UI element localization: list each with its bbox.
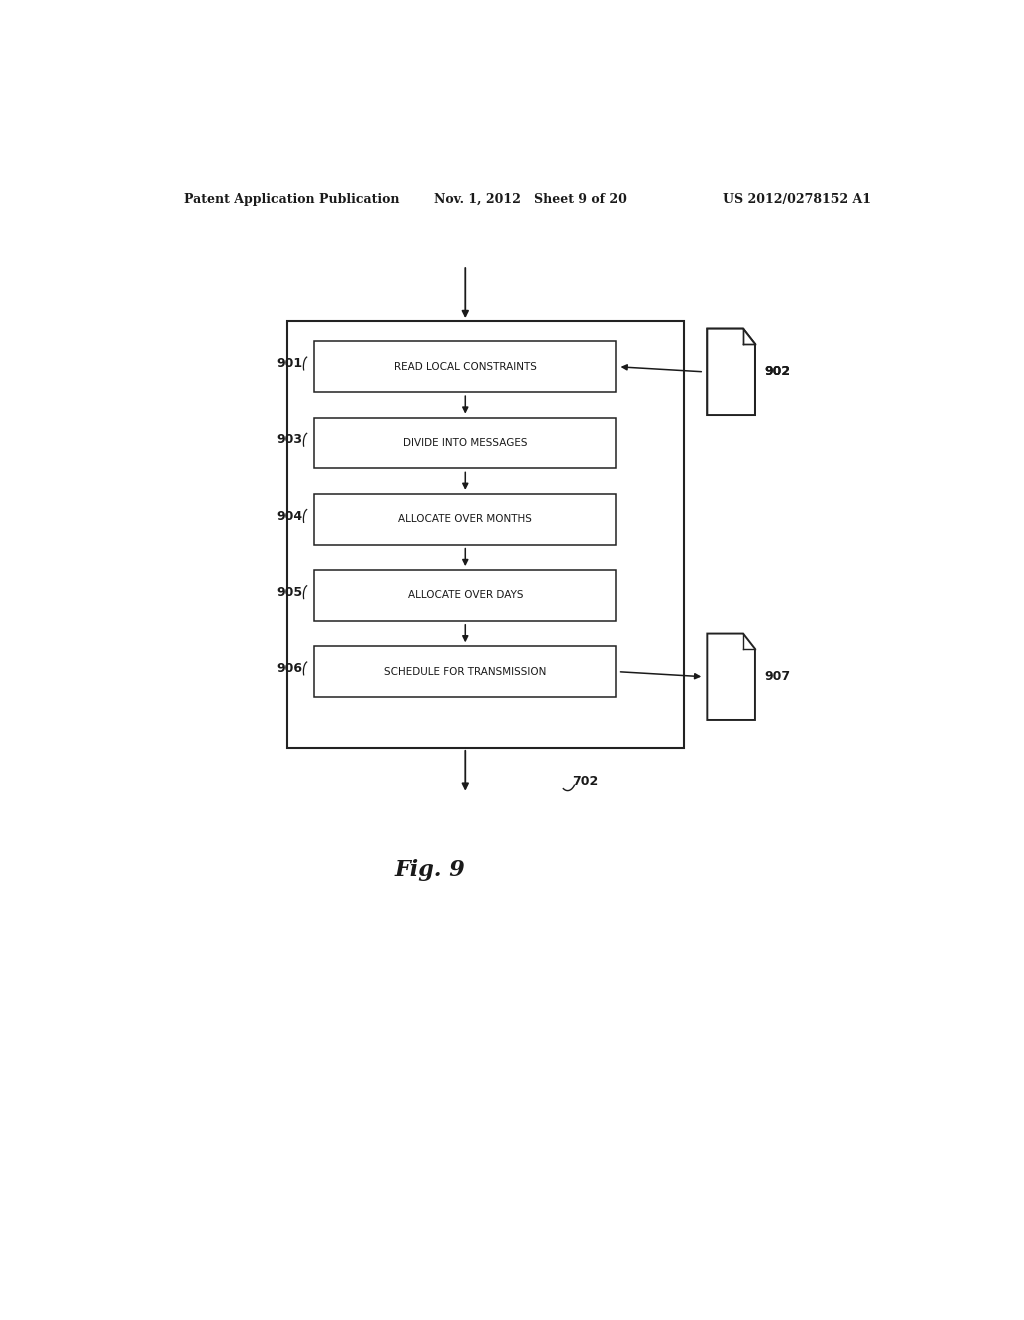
Bar — [314, 342, 616, 392]
Text: Patent Application Publication: Patent Application Publication — [183, 193, 399, 206]
Polygon shape — [708, 634, 755, 719]
Text: READ LOCAL CONSTRAINTS: READ LOCAL CONSTRAINTS — [394, 362, 537, 372]
Text: SCHEDULE FOR TRANSMISSION: SCHEDULE FOR TRANSMISSION — [384, 667, 547, 677]
Polygon shape — [708, 329, 755, 414]
Text: 902: 902 — [765, 366, 791, 379]
Text: US 2012/0278152 A1: US 2012/0278152 A1 — [723, 193, 871, 206]
Bar — [314, 647, 616, 697]
Text: 907: 907 — [765, 671, 791, 684]
Text: 906: 906 — [276, 663, 303, 675]
Text: ALLOCATE OVER MONTHS: ALLOCATE OVER MONTHS — [398, 515, 532, 524]
Polygon shape — [708, 329, 755, 414]
Text: 905: 905 — [276, 586, 303, 599]
Text: ALLOCATE OVER DAYS: ALLOCATE OVER DAYS — [408, 590, 523, 601]
Bar — [314, 570, 616, 620]
Text: DIVIDE INTO MESSAGES: DIVIDE INTO MESSAGES — [403, 438, 527, 447]
Bar — [287, 321, 684, 748]
Bar — [314, 417, 616, 469]
Text: 901: 901 — [276, 358, 303, 370]
Text: 904: 904 — [276, 510, 303, 523]
Text: 702: 702 — [572, 775, 599, 788]
Text: 902: 902 — [765, 366, 791, 379]
Text: Nov. 1, 2012   Sheet 9 of 20: Nov. 1, 2012 Sheet 9 of 20 — [433, 193, 627, 206]
Bar — [314, 494, 616, 545]
Text: 903: 903 — [276, 433, 303, 446]
Text: Fig. 9: Fig. 9 — [394, 859, 465, 880]
